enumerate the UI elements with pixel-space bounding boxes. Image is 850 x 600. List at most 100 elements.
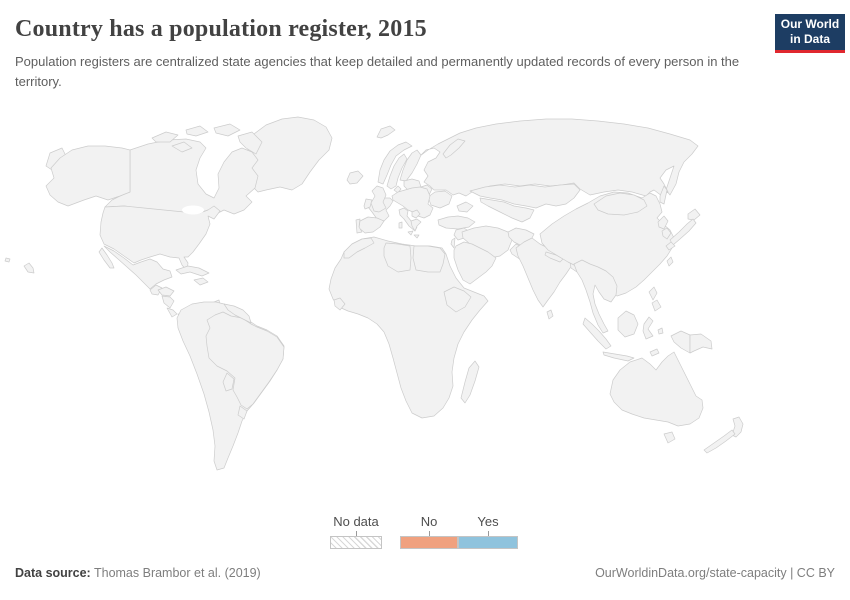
- map-region-costa-rica[interactable]: [166, 307, 178, 318]
- map-region-moluccas[interactable]: [657, 327, 664, 335]
- map-region-dominican-republic[interactable]: [193, 277, 209, 286]
- map-region-philippines-mindanao[interactable]: [651, 299, 662, 312]
- map-region-taiwan[interactable]: [666, 256, 674, 267]
- owid-logo-line1: Our World: [780, 17, 840, 31]
- legend-item-no-data[interactable]: No data: [330, 514, 382, 549]
- map-region-canada-islands[interactable]: [185, 125, 209, 137]
- map-region-central-europe[interactable]: [391, 186, 434, 219]
- legend-tick: [428, 531, 430, 536]
- map-region-sardinia[interactable]: [398, 221, 403, 229]
- map-region-turkey[interactable]: [437, 215, 476, 230]
- map-region-greenland[interactable]: [246, 116, 333, 193]
- map-region-ethiopia[interactable]: [443, 286, 472, 313]
- map-region-israel[interactable]: [450, 237, 456, 249]
- map-region-java[interactable]: [602, 351, 635, 362]
- owid-logo[interactable]: Our World in Data: [775, 14, 845, 53]
- map-region-kazakhstan[interactable]: [469, 183, 581, 209]
- map-region-uzbekistan-turkmenistan[interactable]: [479, 197, 535, 223]
- legend-tick: [487, 531, 489, 536]
- map-region-japan-honshu[interactable]: [669, 218, 697, 246]
- map-region-japan-hokkaido[interactable]: [687, 208, 701, 221]
- map-region-nicaragua[interactable]: [161, 295, 175, 309]
- legend-swatch-yes[interactable]: [458, 536, 518, 549]
- map-region-southeast-asia[interactable]: [573, 259, 618, 334]
- legend-item-no[interactable]: No: [400, 514, 458, 549]
- map-region-svalbard[interactable]: [376, 125, 396, 139]
- map-region-hawaii[interactable]: [4, 257, 11, 263]
- map-region-crete[interactable]: [413, 234, 420, 239]
- map-region-libya[interactable]: [383, 242, 412, 273]
- map-region-papua-new-guinea[interactable]: [689, 333, 713, 354]
- map-region-baja-california[interactable]: [98, 247, 115, 269]
- map-region-alaska[interactable]: [45, 145, 131, 207]
- map-region-western-balkans[interactable]: [411, 209, 421, 219]
- map-region-novaya-zemlya[interactable]: [442, 138, 466, 159]
- map-region-norway[interactable]: [377, 141, 413, 185]
- map-region-canada-islands[interactable]: [151, 131, 179, 143]
- map-region-canada-islands[interactable]: [237, 131, 263, 155]
- map-region-sakhalin[interactable]: [659, 185, 668, 205]
- legend-tick: [355, 531, 357, 536]
- map-legend: No data No Yes: [330, 514, 530, 554]
- data-source-label: Data source:: [15, 566, 91, 580]
- map-region-guyanas[interactable]: [223, 303, 252, 324]
- map-region-paraguay[interactable]: [222, 372, 235, 392]
- great-lakes: [182, 205, 204, 215]
- map-region-canada-islands[interactable]: [171, 141, 193, 153]
- map-region-new-zealand-south[interactable]: [703, 429, 736, 454]
- chart-subtitle: Population registers are centralized sta…: [15, 54, 740, 89]
- page-title: Country has a population register, 2015: [15, 16, 427, 42]
- legend-swatch-no-data[interactable]: [330, 536, 382, 549]
- map-region-cuba[interactable]: [175, 265, 210, 277]
- owid-link[interactable]: OurWorldinData.org/state-capacity | CC B…: [595, 566, 835, 580]
- map-region-morocco[interactable]: [343, 237, 375, 259]
- legend-label-no: No: [420, 514, 438, 529]
- legend-label-no-data: No data: [333, 514, 379, 529]
- map-region-timor[interactable]: [649, 348, 660, 357]
- map-region-mexico[interactable]: [103, 245, 173, 290]
- legend-item-yes[interactable]: Yes: [458, 514, 518, 549]
- legend-label-yes: Yes: [477, 514, 499, 529]
- map-region-caucasus[interactable]: [456, 201, 474, 213]
- map-region-borneo[interactable]: [617, 310, 639, 338]
- map-region-sri-lanka[interactable]: [546, 309, 554, 320]
- map-region-sicily[interactable]: [407, 230, 414, 236]
- map-region-usa[interactable]: [99, 205, 221, 272]
- map-region-mongolia[interactable]: [593, 192, 648, 216]
- map-region-tasmania[interactable]: [663, 431, 676, 444]
- map-region-egypt[interactable]: [412, 245, 446, 273]
- map-region-liberia[interactable]: [333, 297, 346, 311]
- map-region-sumatra[interactable]: [582, 317, 612, 350]
- map-region-papua-indonesia[interactable]: [670, 330, 691, 354]
- map-region-sulawesi[interactable]: [642, 316, 654, 340]
- map-region-iceland[interactable]: [346, 170, 364, 185]
- map-region-north-korea[interactable]: [657, 215, 669, 230]
- data-source-value: Thomas Brambor et al. (2019): [90, 566, 261, 580]
- map-region-united-kingdom[interactable]: [370, 185, 387, 213]
- map-region-new-zealand-north[interactable]: [731, 416, 744, 438]
- chart-footer: Data source: Thomas Brambor et al. (2019…: [15, 566, 835, 580]
- legend-swatch-no[interactable]: [400, 536, 458, 549]
- map-region-spain[interactable]: [358, 216, 385, 234]
- map-region-madagascar[interactable]: [460, 360, 480, 404]
- map-region-australia[interactable]: [609, 351, 704, 427]
- owid-logo-line2: in Data: [789, 32, 830, 46]
- map-region-philippines-luzon[interactable]: [648, 286, 658, 301]
- map-region-japan-kyushu[interactable]: [665, 241, 676, 251]
- map-region-arabian-peninsula[interactable]: [453, 241, 497, 285]
- map-region-south-korea[interactable]: [661, 227, 672, 240]
- map-region-greece[interactable]: [410, 218, 422, 232]
- map-region-finland[interactable]: [399, 149, 422, 182]
- map-region-honduras[interactable]: [157, 286, 175, 297]
- map-region-hawaii[interactable]: [23, 262, 35, 274]
- map-region-ukraine[interactable]: [427, 190, 453, 209]
- map-region-sweden[interactable]: [386, 153, 408, 190]
- map-region-portugal[interactable]: [355, 218, 363, 234]
- map-region-canada-islands[interactable]: [213, 123, 241, 137]
- map-region-uruguay[interactable]: [237, 405, 248, 420]
- map-region-denmark[interactable]: [393, 185, 402, 194]
- map-region-brazil[interactable]: [205, 311, 285, 410]
- map-region-russia[interactable]: [419, 118, 699, 197]
